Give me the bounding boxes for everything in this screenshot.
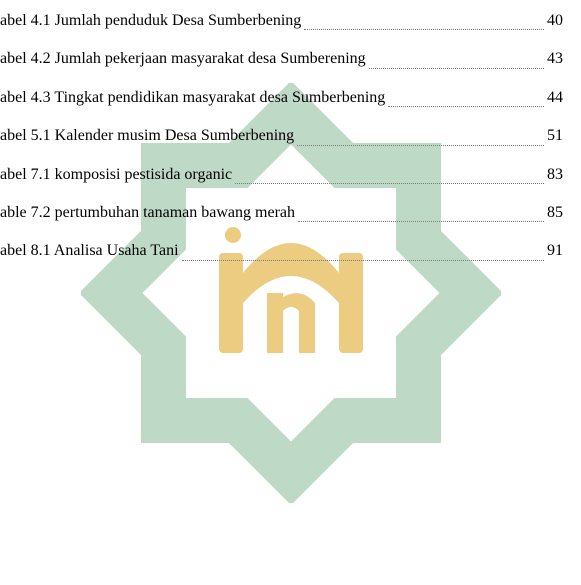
toc-label: abel 4.3 Tingkat pendidikan masyarakat d… [0,79,385,117]
toc-label: abel 7.1 komposisi pestisida organic [0,156,232,194]
toc-leader [297,145,544,146]
toc-entry: abel 4.2 Jumlah pekerjaan masyarakat des… [0,40,581,78]
toc-page: 83 [547,156,563,194]
toc-entry: abel 4.1 Jumlah penduduk Desa Sumberbeni… [0,2,581,40]
toc-label: abel 5.1 Kalender musim Desa Sumberbenin… [0,117,294,155]
toc-label: able 7.2 pertumbuhan tanaman bawang mera… [0,194,295,232]
toc-entry: abel 7.1 komposisi pestisida organic 83 [0,156,581,194]
toc-leader [182,260,544,261]
toc-page: 40 [547,2,563,40]
toc-entry: abel 4.3 Tingkat pendidikan masyarakat d… [0,79,581,117]
toc-leader [298,221,544,222]
toc-entry: able 7.2 pertumbuhan tanaman bawang mera… [0,194,581,232]
toc-label: abel 4.1 Jumlah penduduk Desa Sumberbeni… [0,2,301,40]
toc-page: 91 [547,232,563,270]
toc-entry: abel 5.1 Kalender musim Desa Sumberbenin… [0,117,581,155]
toc-page: 43 [547,40,563,78]
toc-leader [304,29,544,30]
toc-leader [388,106,544,107]
toc-page: 44 [547,79,563,117]
toc-page: 51 [547,117,563,155]
toc-entry: abel 8.1 Analisa Usaha Tani 91 [0,232,581,270]
toc-label: abel 4.2 Jumlah pekerjaan masyarakat des… [0,40,366,78]
toc-leader [235,183,544,184]
toc-leader [369,68,544,69]
toc-page: 85 [547,194,563,232]
toc-label: abel 8.1 Analisa Usaha Tani [0,232,179,270]
toc-list: abel 4.1 Jumlah penduduk Desa Sumberbeni… [0,0,581,271]
